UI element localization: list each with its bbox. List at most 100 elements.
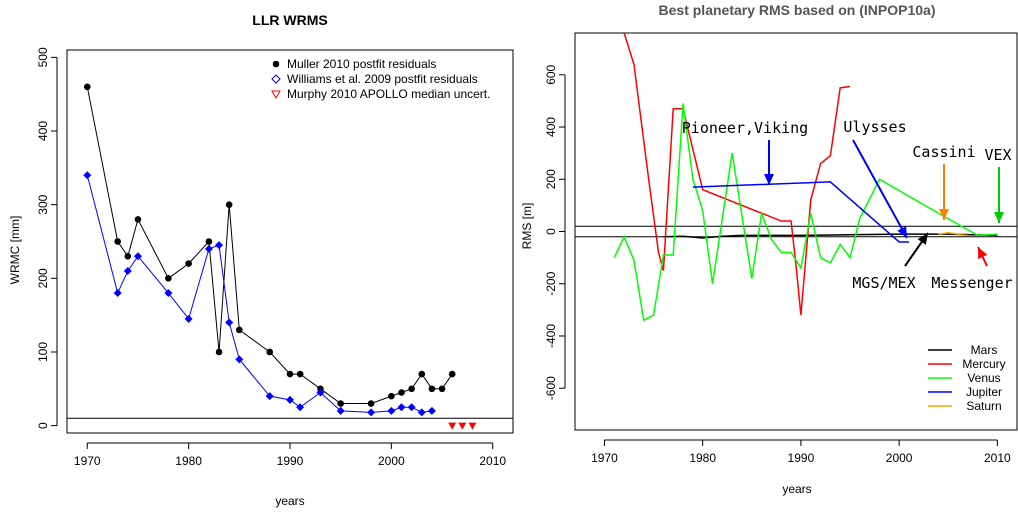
left-data-point — [427, 406, 436, 415]
right-x-tick-label: 1970 — [591, 451, 618, 465]
annotation-cassini: Cassini — [912, 143, 976, 220]
legend-marker-circle — [272, 60, 280, 68]
left-data-point — [468, 422, 477, 430]
right-x-tick-label: 1980 — [689, 451, 716, 465]
legend-label: Venus — [967, 371, 1000, 385]
left-series-line — [86, 175, 432, 413]
right-y-tick-label: -200 — [544, 271, 558, 295]
left-data-point — [133, 252, 142, 261]
annotation-label: MGS/MEX — [852, 274, 915, 292]
left-series-1 — [83, 171, 436, 417]
left-x-tick-label: 2010 — [479, 454, 506, 468]
annotation-label: VEX — [984, 146, 1011, 164]
annotation-arrow-shaft — [852, 139, 908, 239]
right-x-tick-label: 2010 — [984, 451, 1011, 465]
left-series-2 — [448, 422, 477, 430]
right-y-tick-label: 600 — [544, 64, 558, 84]
left-data-point — [83, 171, 92, 180]
left-data-point — [438, 385, 446, 393]
left-data-point — [134, 216, 142, 223]
right-y-tick-label: -400 — [544, 324, 558, 348]
left-series-line — [86, 86, 453, 405]
annotation-label: Pioneer,Viking — [682, 119, 808, 137]
left-data-point — [205, 238, 213, 245]
left-data-point — [185, 260, 192, 267]
left-chart-title: LLR WRMS — [252, 12, 327, 28]
left-data-point — [296, 370, 304, 378]
right-plot-frame — [574, 32, 1018, 431]
annotation-arrow-head — [897, 225, 907, 238]
right-y-tick-label: -600 — [544, 376, 558, 400]
legend-label: Muller 2010 postfit residuals — [287, 57, 436, 71]
right-y-axis-label: RMS [m] — [520, 203, 534, 250]
left-data-point — [448, 370, 456, 378]
left-y-tick-label: 200 — [36, 268, 50, 288]
annotation-label: Messenger — [931, 274, 1012, 292]
left-data-point — [113, 289, 122, 298]
left-data-point — [397, 403, 406, 412]
left-data-point — [418, 370, 426, 378]
left-data-point — [388, 392, 395, 400]
left-y-tick-label: 300 — [36, 194, 50, 214]
legend-marker-diamond — [271, 74, 281, 84]
left-data-point — [417, 408, 426, 417]
right-y-tick-label: 200 — [544, 169, 558, 189]
legend-label: Jupiter — [966, 385, 1002, 399]
right-series-line-venus — [613, 103, 998, 322]
annotation-label: Ulysses — [843, 118, 906, 136]
left-data-point — [387, 406, 396, 415]
right-x-axis-label: years — [782, 482, 811, 496]
left-data-point — [124, 252, 132, 260]
left-data-point — [184, 314, 193, 323]
left-data-point — [204, 244, 213, 253]
left-data-point — [408, 385, 415, 393]
left-data-point — [236, 326, 243, 334]
right-series-line-saturn — [938, 232, 968, 235]
legend-label: Saturn — [966, 399, 1001, 413]
left-data-point — [114, 238, 121, 245]
left-x-tick-label: 1990 — [277, 454, 304, 468]
annotation-mgs-mex: MGS/MEX — [852, 232, 929, 292]
left-data-point — [215, 241, 224, 250]
left-x-tick-label: 1970 — [74, 454, 101, 468]
right-series-line-jupiter — [692, 181, 909, 243]
annotation-arrow-head — [917, 233, 928, 245]
left-chart: LLR WRMS 1970 1980 1990 2000 2010 0 100 200 300 4… — [8, 12, 514, 508]
right-x-tick-label: 2000 — [886, 451, 913, 465]
left-y-tick-label: 500 — [36, 47, 50, 67]
left-plot-frame — [66, 49, 514, 434]
legend-label: Murphy 2010 APOLLO median uncert. — [287, 87, 490, 101]
left-y-axis-label: WRMC [mm] — [8, 216, 22, 285]
legend-marker-triangle — [271, 90, 281, 100]
left-data-point — [225, 318, 234, 327]
right-y-tick-label: 400 — [544, 117, 558, 137]
left-data-point — [123, 266, 132, 275]
left-data-point — [225, 201, 233, 208]
left-data-point — [367, 400, 375, 407]
annotation-messenger: Messenger — [931, 246, 1013, 292]
left-data-point — [235, 355, 244, 364]
legend-label: Mars — [971, 343, 998, 357]
annotation-vex: VEX — [984, 146, 1012, 223]
annotation-pioneer-viking: Pioneer,Viking — [682, 119, 808, 185]
legend-label: Williams et al. 2009 postfit residuals — [287, 72, 478, 86]
right-series-line-mercury — [623, 33, 851, 316]
left-data-point — [336, 406, 345, 415]
left-data-point — [367, 408, 376, 417]
left-data-point — [165, 275, 172, 282]
annotation-ulysses: Ulysses — [843, 118, 908, 239]
left-data-point — [266, 348, 274, 356]
annotation-arrow-head — [978, 247, 988, 260]
right-y-tick-label: 0 — [544, 228, 558, 235]
annotation-label: Cassini — [912, 143, 975, 161]
annotation-arrow-head — [939, 209, 949, 220]
left-x-axis-label: years — [275, 494, 304, 508]
left-y-tick-label: 0 — [36, 422, 50, 429]
right-chart: Best planetary RMS based on (INPOP10a) 1… — [520, 2, 1018, 496]
right-x-tick-label: 1990 — [788, 451, 815, 465]
left-data-point — [164, 289, 173, 298]
left-x-tick-label: 2000 — [378, 454, 405, 468]
